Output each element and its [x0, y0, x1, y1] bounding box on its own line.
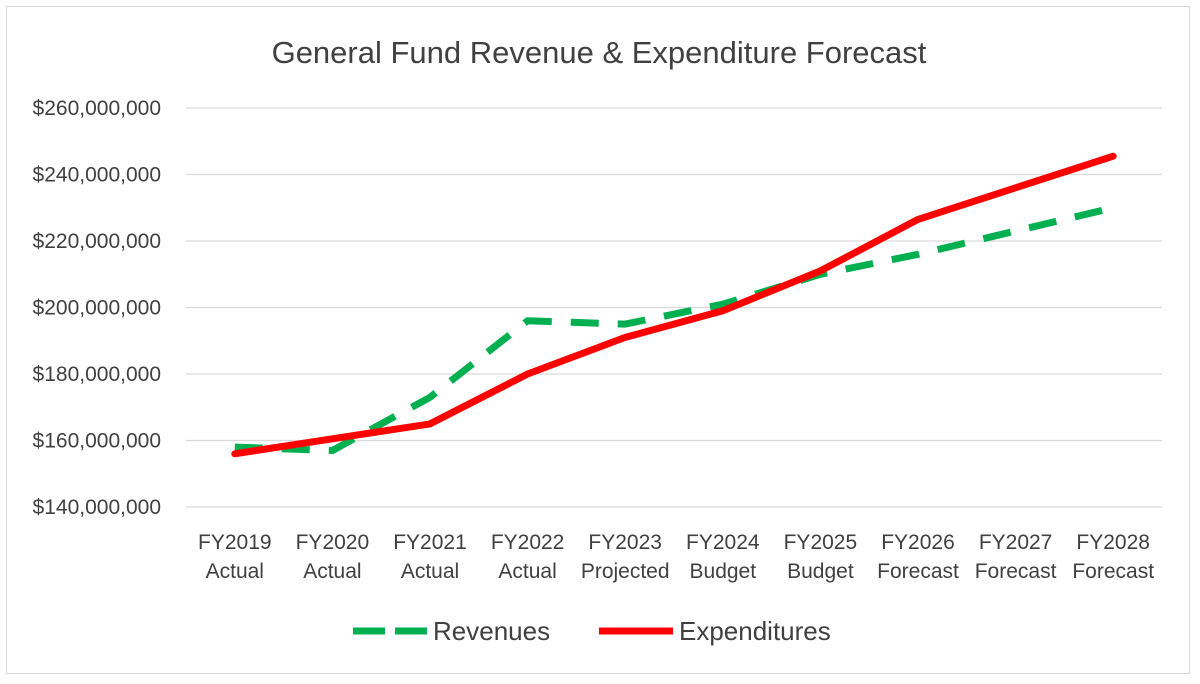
- y-tick-label: $240,000,000: [33, 164, 161, 187]
- x-axis-ticks: FY2019 Actual FY2020 Actual FY2021 Actual FY20…: [198, 531, 1154, 583]
- x-tick-label: FY2024 Budget: [686, 531, 760, 583]
- x-tick-label: FY2027 Forecast: [975, 531, 1057, 583]
- y-tick-label: $200,000,000: [33, 297, 161, 320]
- x-tick-label: FY2025 Budget: [784, 531, 858, 583]
- series-line-revenues: [234, 204, 1115, 454]
- y-axis-ticks: $140,000,000 $160,000,000 $180,000,000 $200…: [33, 97, 161, 519]
- legend: Revenues Expenditures: [353, 616, 831, 646]
- y-tick-label: $180,000,000: [33, 363, 161, 386]
- x-tick-label: FY2019 Actual: [198, 531, 272, 583]
- series-line-expenditures: [231, 152, 1117, 458]
- x-tick-label: FY2021 Actual: [393, 531, 467, 583]
- x-tick-label: FY2026 Forecast: [877, 531, 959, 583]
- legend-label-revenues: Revenues: [433, 616, 550, 646]
- chart-title: General Fund Revenue & Expenditure Forec…: [272, 35, 927, 70]
- y-tick-label: $260,000,000: [33, 97, 161, 120]
- y-tick-label: $220,000,000: [33, 230, 161, 253]
- series-lines: [231, 152, 1117, 458]
- x-tick-label: FY2028 Forecast: [1072, 531, 1154, 583]
- chart-frame: General Fund Revenue & Expenditure Forec…: [6, 6, 1190, 674]
- y-tick-label: $160,000,000: [33, 430, 161, 453]
- x-tick-label: FY2023 Projected: [581, 531, 670, 583]
- line-chart: General Fund Revenue & Expenditure Forec…: [33, 35, 1162, 646]
- y-tick-label: $140,000,000: [33, 496, 161, 519]
- x-tick-label: FY2022 Actual: [491, 531, 565, 583]
- legend-label-expenditures: Expenditures: [679, 616, 831, 646]
- x-tick-label: FY2020 Actual: [296, 531, 370, 583]
